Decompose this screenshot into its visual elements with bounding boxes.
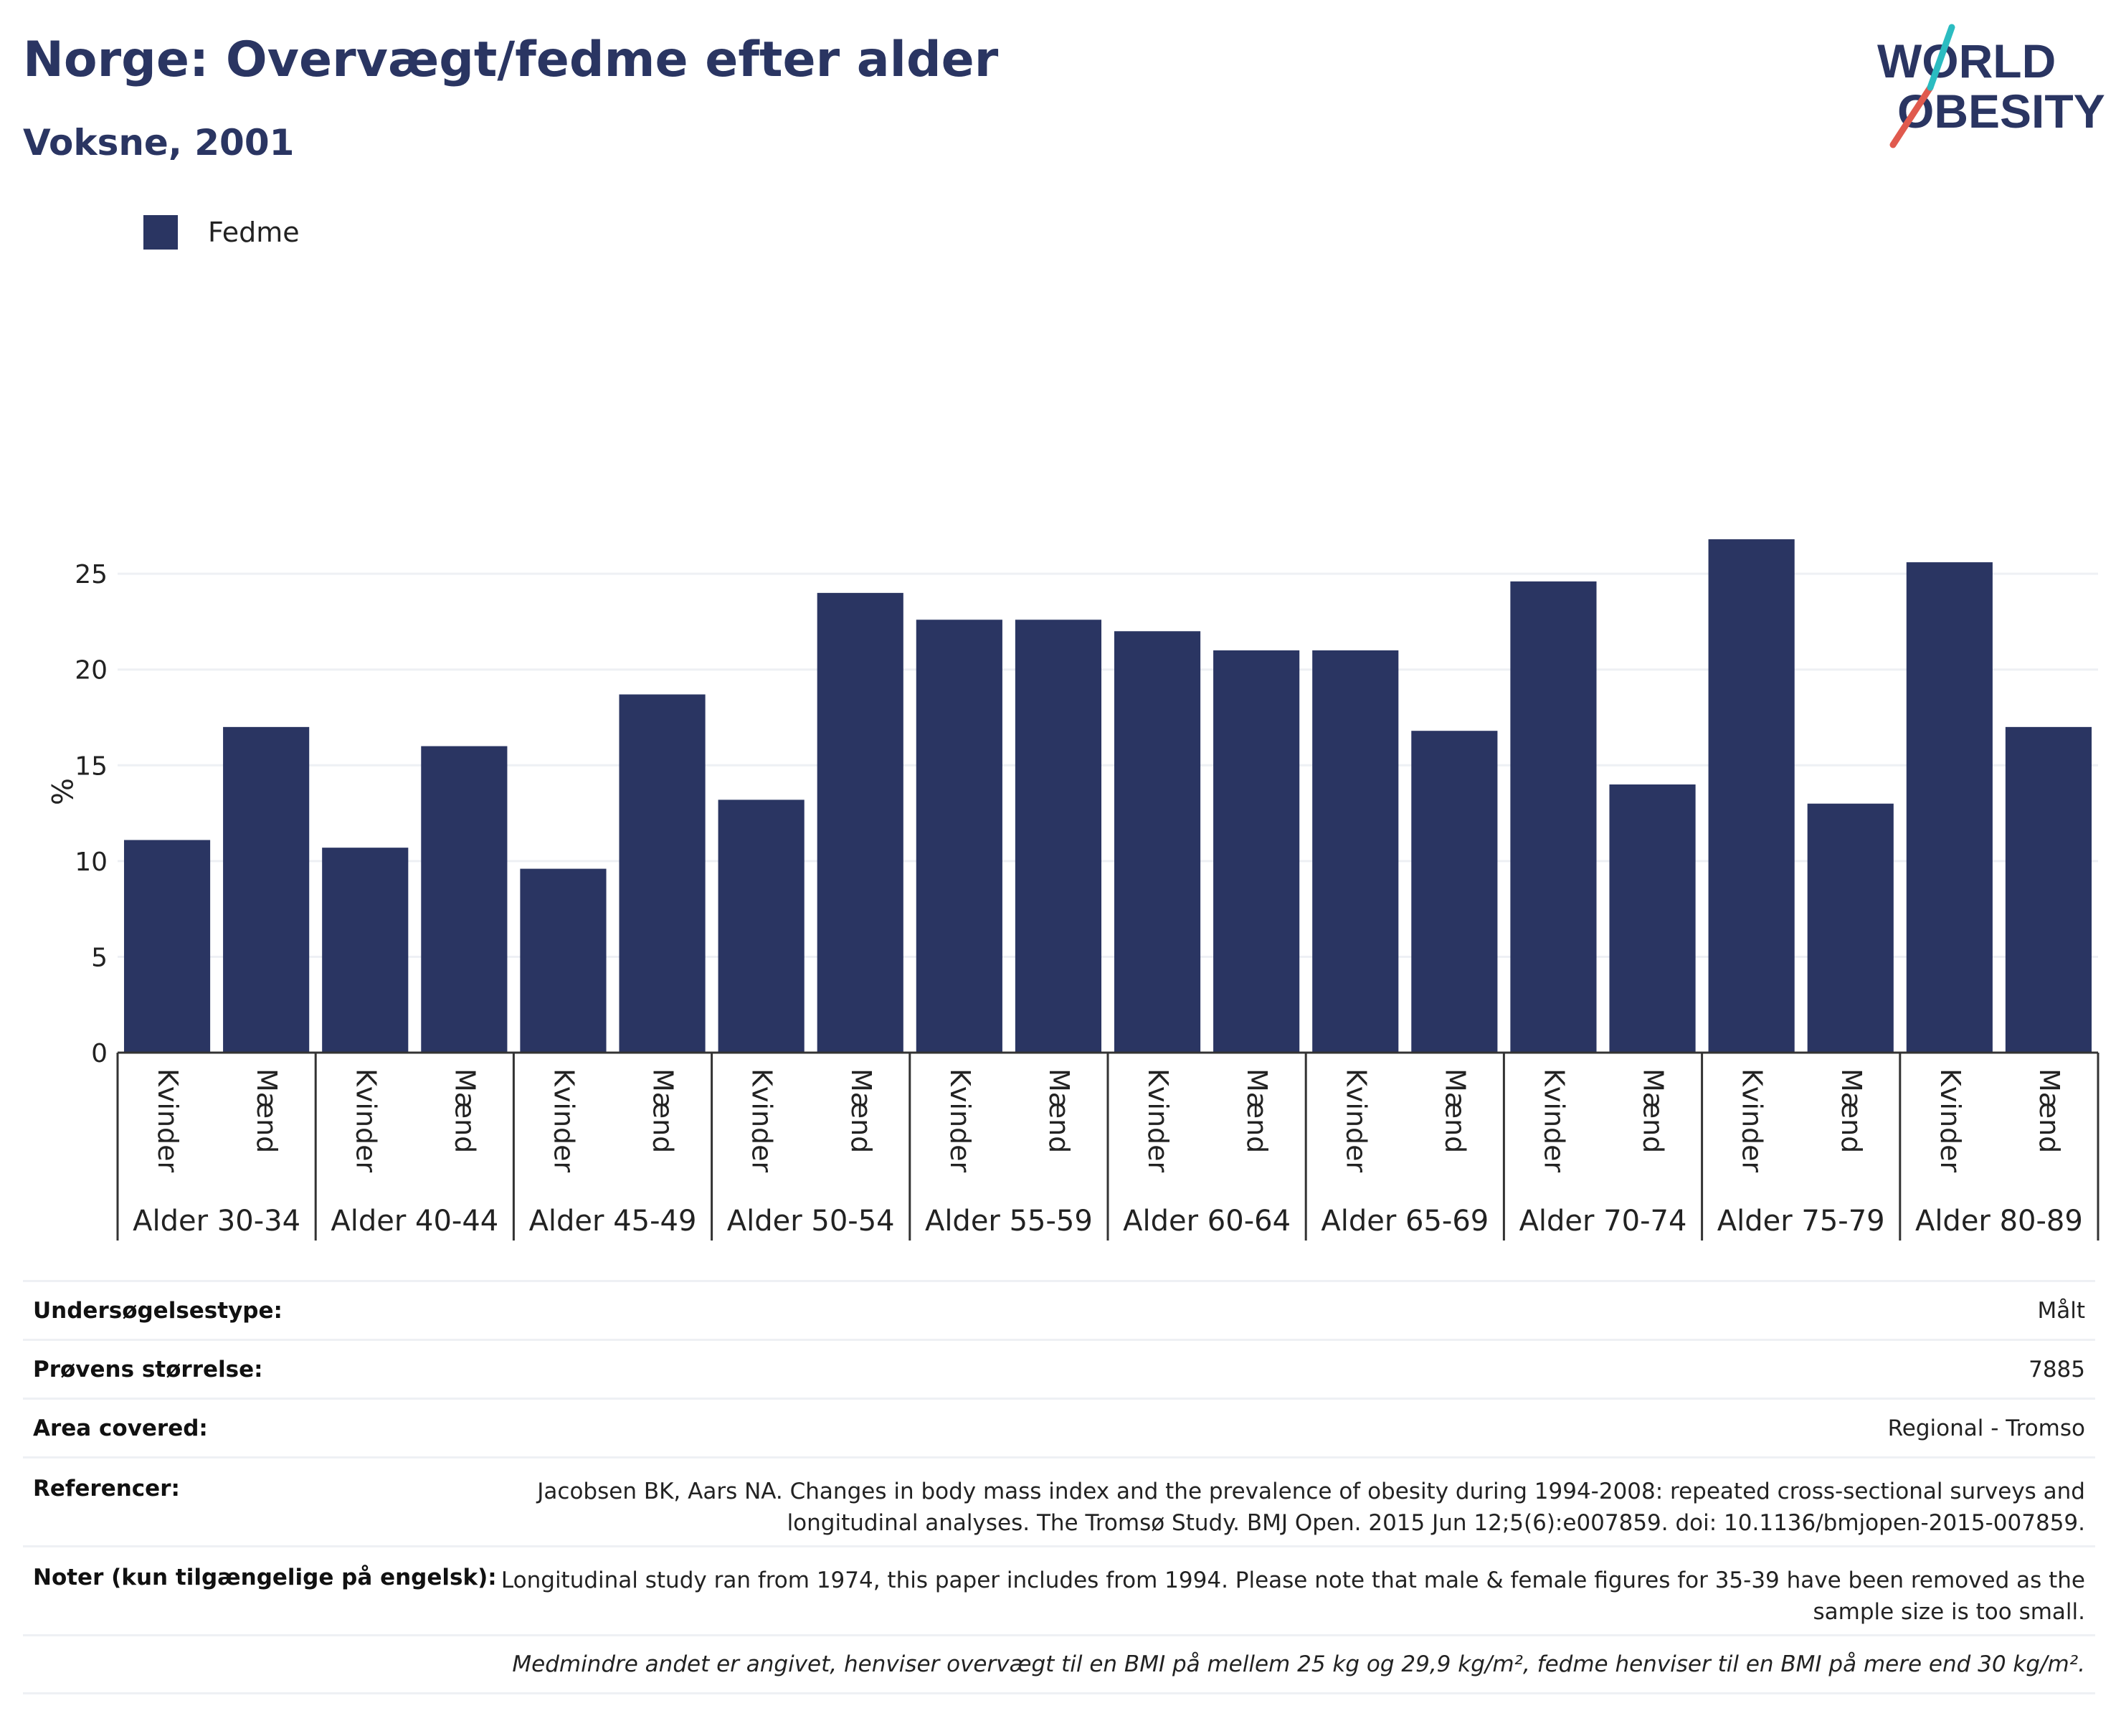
info-table: Undersøgelsestype: Målt Prøvens størrels… <box>23 1280 2095 1694</box>
info-label: Prøvens størrelse: <box>33 1356 263 1382</box>
category-label: Kvinder <box>1737 1068 1768 1173</box>
category-label: Mænd <box>1439 1068 1471 1153</box>
category-label: Mænd <box>1638 1068 1669 1153</box>
bar <box>1510 581 1597 1053</box>
bar-chart: 0 5 10 15 20 25% Kvinder Mænd Alder 30-34 Kvinder… <box>44 539 2099 1241</box>
category-label: Kvinder <box>350 1068 381 1173</box>
group-label: Alder 70-74 <box>1519 1205 1687 1238</box>
group-label: Alder 80-89 <box>1915 1205 2083 1238</box>
bar <box>1015 620 1102 1053</box>
info-row-survey-type: Undersøgelsestype: Målt <box>23 1280 2095 1339</box>
page-subtitle: Voksne, 2001 <box>23 122 295 163</box>
logo-slash-red <box>1889 84 1934 148</box>
category-label: Mænd <box>251 1068 283 1153</box>
y-tick-label: 25 <box>75 560 108 589</box>
category-label: Mænd <box>1836 1068 1867 1153</box>
category-label: Kvinder <box>1142 1068 1174 1173</box>
y-tick-label: 20 <box>75 656 108 686</box>
category-label: Mænd <box>2034 1068 2065 1153</box>
y-tick-label: 15 <box>75 751 108 781</box>
bar <box>1213 650 1300 1053</box>
group-label: Alder 30-34 <box>133 1205 300 1238</box>
category-label: Mænd <box>1241 1068 1273 1153</box>
bar <box>2005 726 2092 1053</box>
group-label: Alder 45-49 <box>529 1205 697 1238</box>
bar <box>916 620 1002 1053</box>
category-label: Mænd <box>449 1068 480 1153</box>
bar <box>1609 784 1696 1053</box>
bar <box>718 800 805 1053</box>
info-row-references: Referencer: Jacobsen BK, Aars NA. Change… <box>23 1456 2095 1545</box>
group-label: Alder 65-69 <box>1321 1205 1489 1238</box>
group-label: Alder 50-54 <box>727 1205 895 1238</box>
y-axis-title: % <box>44 778 77 805</box>
bar <box>1312 650 1399 1053</box>
info-row-notes: Noter (kun tilgængelige på engelsk): Lon… <box>23 1545 2095 1634</box>
y-tick-label: 10 <box>75 848 108 877</box>
footnote: Medmindre andet er angivet, henviser ove… <box>512 1651 2085 1677</box>
group-label: Alder 75-79 <box>1717 1205 1885 1238</box>
bar <box>1708 539 1795 1053</box>
info-row-sample-size: Prøvens størrelse: 7885 <box>23 1339 2095 1398</box>
category-label: Mænd <box>1043 1068 1075 1153</box>
y-tick-label: 5 <box>91 943 108 972</box>
bar <box>520 868 607 1053</box>
info-value: 7885 <box>2029 1356 2085 1382</box>
category-label: Kvinder <box>1340 1068 1372 1173</box>
bar <box>123 840 211 1053</box>
info-value: Jacobsen BK, Aars NA. Changes in body ma… <box>537 1479 2085 1536</box>
bar <box>1906 562 1993 1053</box>
category-label: Mænd <box>647 1068 679 1153</box>
bar <box>1411 731 1498 1053</box>
info-value: Målt <box>2037 1297 2085 1324</box>
y-tick-label: 0 <box>91 1039 108 1068</box>
bar <box>1807 803 1894 1053</box>
info-row-area-covered: Area covered: Regional - Tromso <box>23 1398 2095 1456</box>
bar <box>322 848 409 1053</box>
category-label: Mænd <box>845 1068 877 1153</box>
logo-text-world: WORLD <box>1877 34 2056 87</box>
category-label: Kvinder <box>1935 1068 1966 1173</box>
bar <box>1114 631 1201 1053</box>
bar <box>817 592 903 1053</box>
info-row-footnote: Medmindre andet er angivet, henviser ove… <box>23 1634 2095 1694</box>
world-obesity-logo: WORLD OBESITY <box>1877 24 2105 148</box>
bar <box>421 746 508 1053</box>
category-label: Kvinder <box>944 1068 976 1173</box>
page-title: Norge: Overvægt/fedme efter alder <box>23 32 999 88</box>
info-label: Undersøgelsestype: <box>33 1297 283 1324</box>
category-label: Kvinder <box>1538 1068 1570 1173</box>
info-value: Regional - Tromso <box>1887 1415 2085 1441</box>
chart-legend[interactable]: Fedme <box>143 212 300 252</box>
logo-slash-teal <box>1927 24 1955 91</box>
group-label: Alder 60-64 <box>1123 1205 1291 1238</box>
logo-text-obesity: OBESITY <box>1897 85 2105 138</box>
bar <box>619 694 706 1053</box>
bar <box>223 726 310 1053</box>
group-label: Alder 55-59 <box>925 1205 1093 1238</box>
group-label: Alder 40-44 <box>331 1205 498 1238</box>
info-value: Longitudinal study ran from 1974, this p… <box>500 1567 2085 1625</box>
category-label: Kvinder <box>746 1068 778 1173</box>
info-label: Referencer: <box>33 1476 180 1502</box>
category-label: Kvinder <box>152 1068 184 1173</box>
info-label: Area covered: <box>33 1415 208 1441</box>
legend-swatch-fedme <box>143 215 178 250</box>
legend-label-fedme: Fedme <box>208 217 300 248</box>
category-label: Kvinder <box>548 1068 579 1173</box>
info-label: Noter (kun tilgængelige på engelsk): <box>33 1565 497 1590</box>
